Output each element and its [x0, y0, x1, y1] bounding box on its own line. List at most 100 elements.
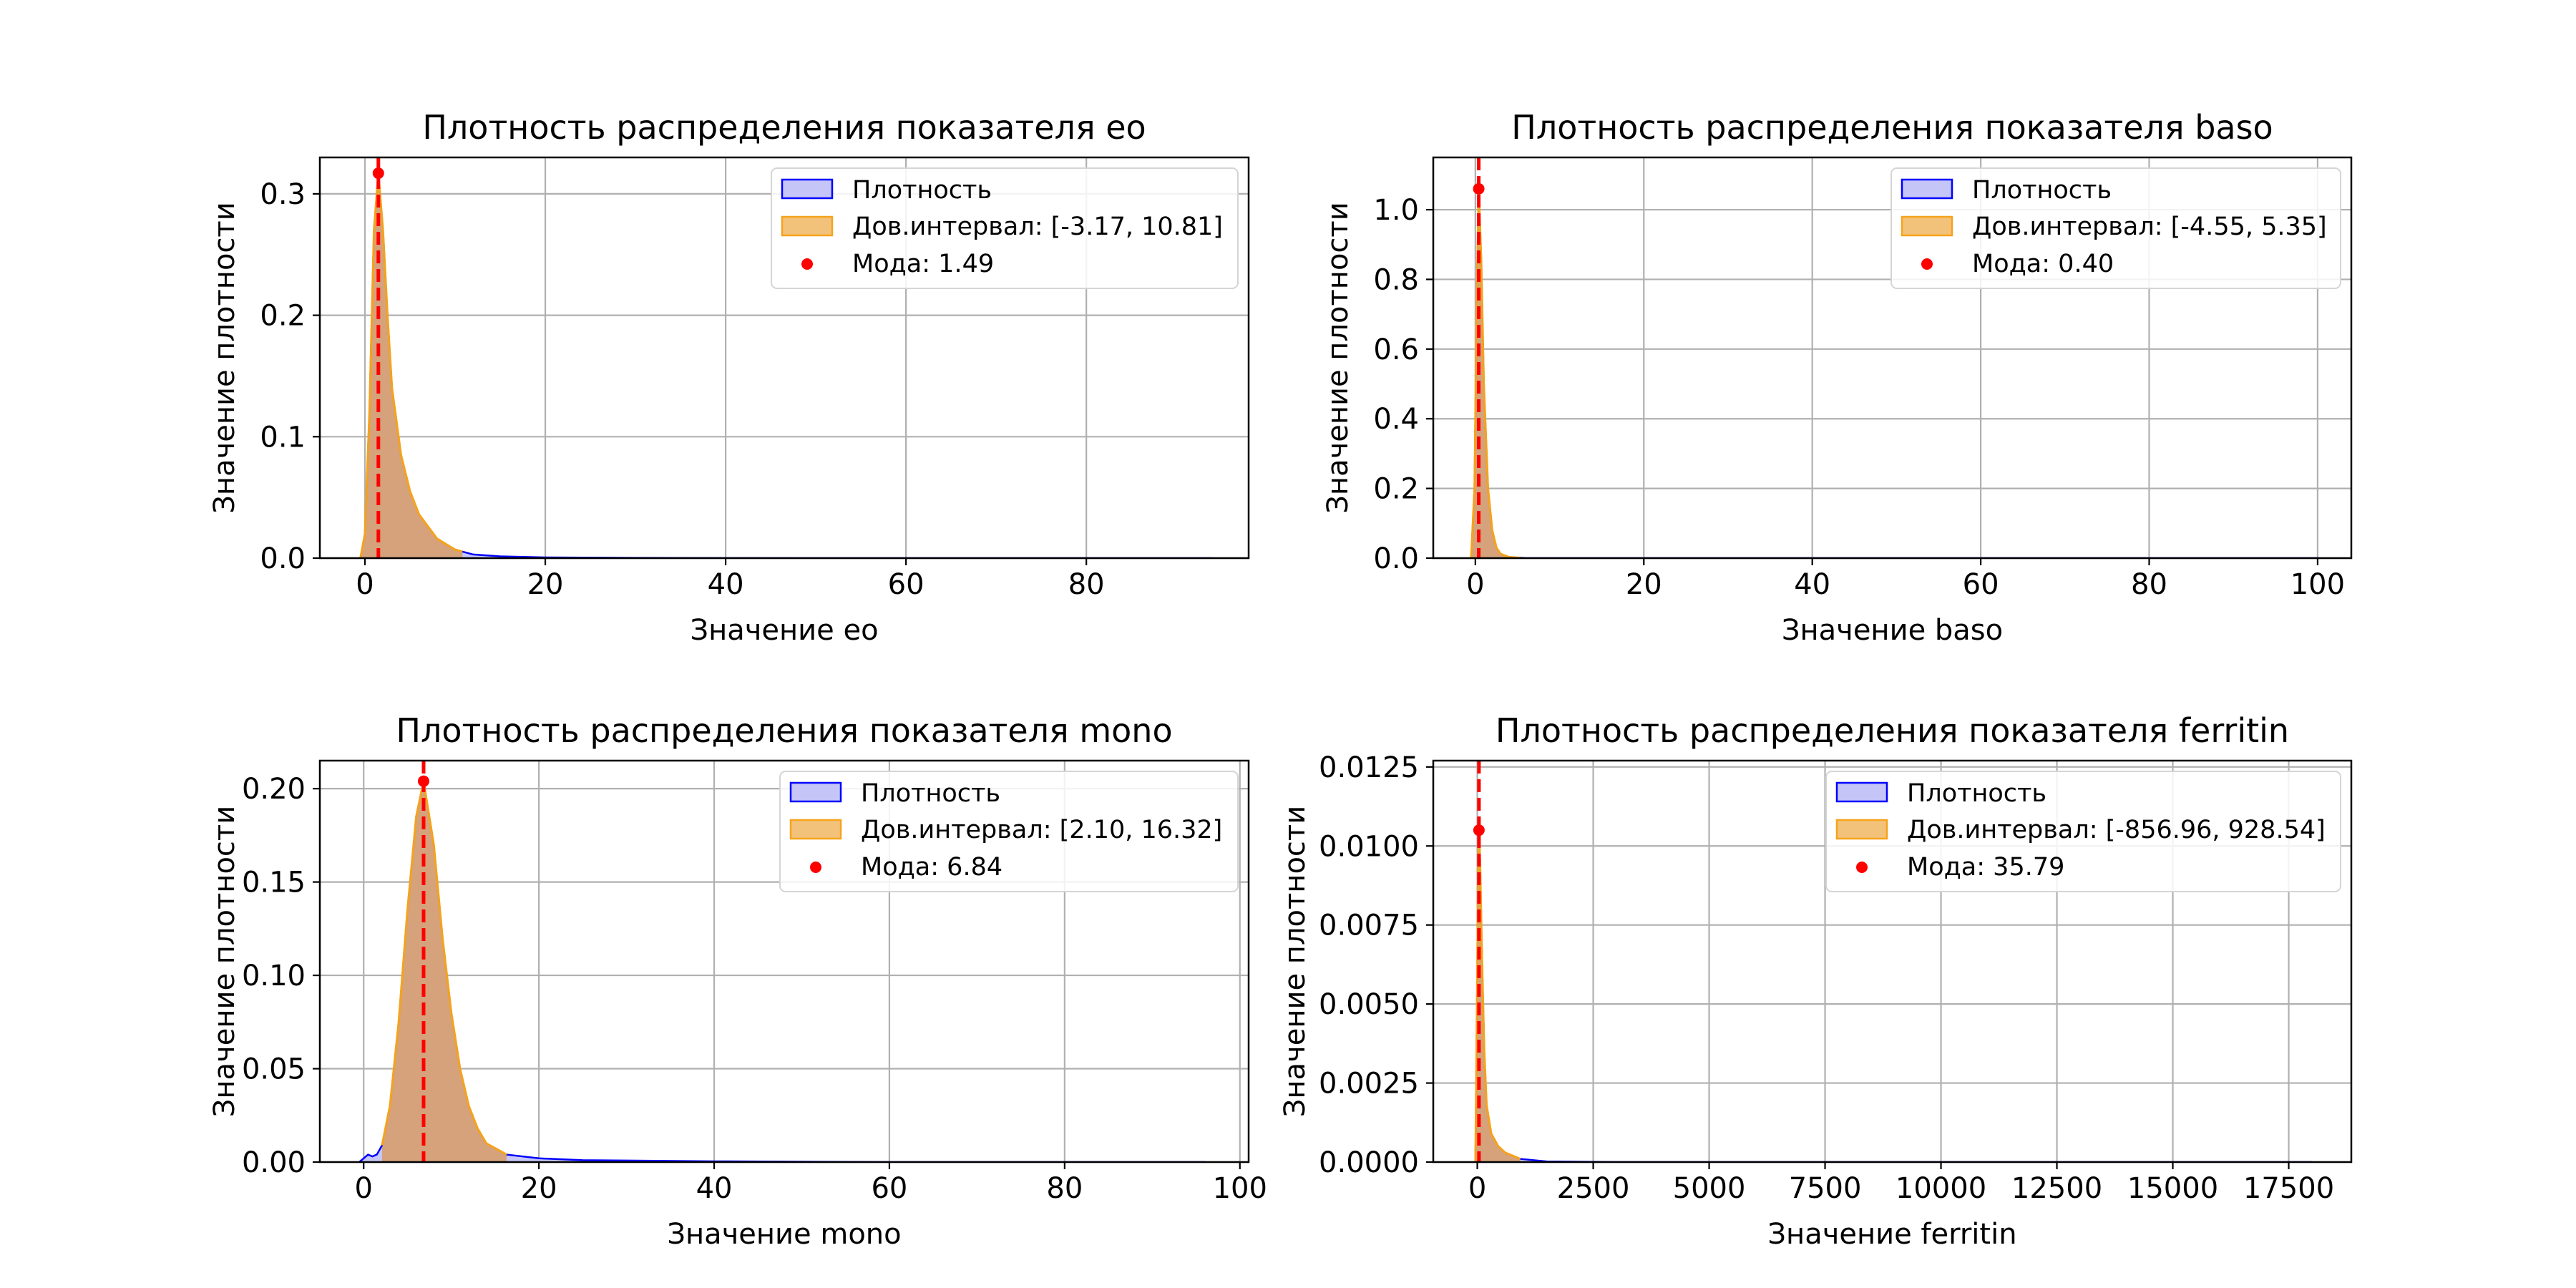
y-axis-label: Значение плотности — [208, 202, 241, 513]
axes-frame — [318, 759, 1250, 1163]
legend-ci-swatch — [781, 215, 834, 237]
chart-panel-3: 0 20 40 60 80 100 0.00 0.05 0.10 0.15 0.20 Плотност… — [208, 711, 1267, 1251]
legend-mode-label: Мода: 6.84 — [861, 853, 1002, 882]
axes-frame — [318, 156, 1250, 560]
y-tick-label: 0.1 — [260, 421, 306, 454]
legend-box — [1890, 167, 2341, 289]
mode-point — [417, 775, 429, 787]
ci-line — [359, 172, 463, 558]
x-axis-label: Значение mono — [667, 1218, 901, 1251]
x-tick-label: 15000 — [2127, 1172, 2218, 1205]
legend-density-label: Плотность — [1972, 176, 2112, 205]
grid — [1433, 761, 2351, 1163]
x-tick-label: 60 — [1963, 568, 1999, 601]
legend-ci-swatch — [1901, 215, 1953, 237]
legend: Плотность Дов.интервал: [-4.55, 5.35] Мода… — [1890, 167, 2341, 289]
x-tick-label: 12500 — [2011, 1172, 2102, 1205]
y-tick-label: 0.0075 — [1319, 909, 1419, 942]
legend-box — [771, 167, 1239, 289]
x-tick-label: 20 — [521, 1172, 557, 1205]
chart-title: Плотность распределения показателя eo — [422, 108, 1146, 147]
chart-title: Плотность распределения показателя ferri… — [1496, 711, 2289, 750]
x-tick-label: 7500 — [1789, 1172, 1862, 1205]
legend-mode-marker — [801, 258, 813, 270]
x-tick-label: 2500 — [1557, 1172, 1630, 1205]
ci-line — [381, 781, 507, 1156]
x-tick-label: 80 — [2131, 568, 2167, 601]
legend-mode-marker — [810, 862, 821, 873]
y-tick-label: 0.0025 — [1319, 1068, 1419, 1101]
legend-ci-label: Дов.интервал: [2.10, 16.32] — [861, 816, 1222, 844]
x-axis-label: Значение baso — [1782, 614, 2003, 647]
y-tick-label: 0.6 — [1373, 333, 1419, 366]
mode-point — [1473, 182, 1485, 195]
mode-point — [1473, 824, 1485, 836]
y-tick-label: 0.15 — [242, 867, 306, 899]
x-tick-label: 17500 — [2243, 1172, 2334, 1205]
legend-mode-label: Мода: 1.49 — [852, 250, 994, 278]
legend-mode-marker — [1856, 862, 1868, 873]
x-tick-label: 40 — [696, 1172, 733, 1205]
legend-ci-swatch — [1835, 819, 1888, 840]
legend-mode-label: Мода: 35.79 — [1907, 853, 2064, 882]
legend-box — [1825, 771, 2341, 892]
chart-title: Плотность распределения показателя baso — [1511, 108, 2273, 147]
y-tick-label: 0.05 — [242, 1053, 306, 1086]
y-tick-label: 0.0050 — [1319, 988, 1419, 1021]
y-tick-label: 0.2 — [1373, 473, 1419, 506]
x-tick-label: 0 — [1468, 1172, 1486, 1205]
y-tick-label: 0.2 — [260, 300, 306, 333]
y-tick-label: 0.20 — [242, 773, 306, 806]
x-tick-label: 0 — [354, 1172, 372, 1205]
x-tick-label: 10000 — [1896, 1172, 1986, 1205]
ci-area — [360, 173, 463, 558]
x-tick-label: 20 — [1626, 568, 1662, 601]
y-axis-label: Значение плотности — [1322, 202, 1355, 513]
y-tick-label: 0.3 — [260, 178, 306, 211]
legend-ci-label: Дов.интервал: [-3.17, 10.81] — [852, 213, 1223, 241]
y-tick-label: 0.0 — [260, 542, 306, 575]
x-tick-label: 60 — [888, 568, 924, 601]
legend-density-swatch — [781, 178, 834, 200]
y-tick-label: 0.4 — [1373, 403, 1419, 436]
y-tick-label: 0.0000 — [1319, 1146, 1419, 1179]
x-tick-label: 0 — [1466, 568, 1484, 601]
x-tick-label: 0 — [356, 568, 374, 601]
axes-frame — [1432, 156, 2353, 560]
chart-panel-4: 0 2500 5000 7500 10000 12500 15000 17500 0.0000 0… — [1279, 711, 2353, 1251]
mode-point — [372, 167, 384, 180]
ci-area — [381, 781, 507, 1162]
legend: Плотность Дов.интервал: [-856.96, 928.54]… — [1825, 771, 2341, 892]
legend-mode-marker — [1921, 258, 1933, 270]
x-tick-label: 80 — [1046, 1172, 1083, 1205]
x-tick-label: 80 — [1068, 568, 1105, 601]
y-tick-label: 0.10 — [242, 960, 306, 992]
chart-title: Плотность распределения показателя mono — [396, 711, 1172, 750]
legend-mode-label: Мода: 0.40 — [1972, 250, 2114, 278]
x-tick-label: 100 — [1213, 1172, 1267, 1205]
legend-density-swatch — [1835, 781, 1888, 803]
ci-area — [1470, 188, 1521, 558]
legend-density-swatch — [789, 781, 842, 803]
y-tick-label: 0.00 — [242, 1146, 306, 1179]
x-tick-label: 20 — [527, 568, 564, 601]
x-axis-label: Значение eo — [690, 614, 878, 647]
x-tick-label: 100 — [2290, 568, 2345, 601]
ci-line — [1470, 188, 1521, 558]
x-tick-label: 40 — [708, 568, 744, 601]
y-tick-label: 0.0 — [1373, 542, 1419, 575]
y-tick-label: 1.0 — [1373, 194, 1419, 227]
axes-frame — [1432, 759, 2353, 1163]
x-tick-label: 40 — [1794, 568, 1830, 601]
legend-ci-label: Дов.интервал: [-856.96, 928.54] — [1907, 816, 2326, 844]
legend-box — [779, 771, 1239, 892]
legend-density-label: Плотность — [861, 779, 1000, 808]
y-axis-label: Значение плотности — [1279, 806, 1312, 1117]
y-tick-label: 0.0125 — [1319, 751, 1419, 784]
y-axis-label: Значение плотности — [208, 806, 241, 1117]
chart-panel-1: 0 20 40 60 80 0.0 0.1 0.2 0.3 Плотность распредел… — [208, 108, 1250, 647]
legend-density-swatch — [1901, 178, 1953, 200]
legend: Плотность Дов.интервал: [2.10, 16.32] Мода… — [779, 771, 1239, 892]
legend-density-label: Плотность — [1907, 779, 2046, 808]
